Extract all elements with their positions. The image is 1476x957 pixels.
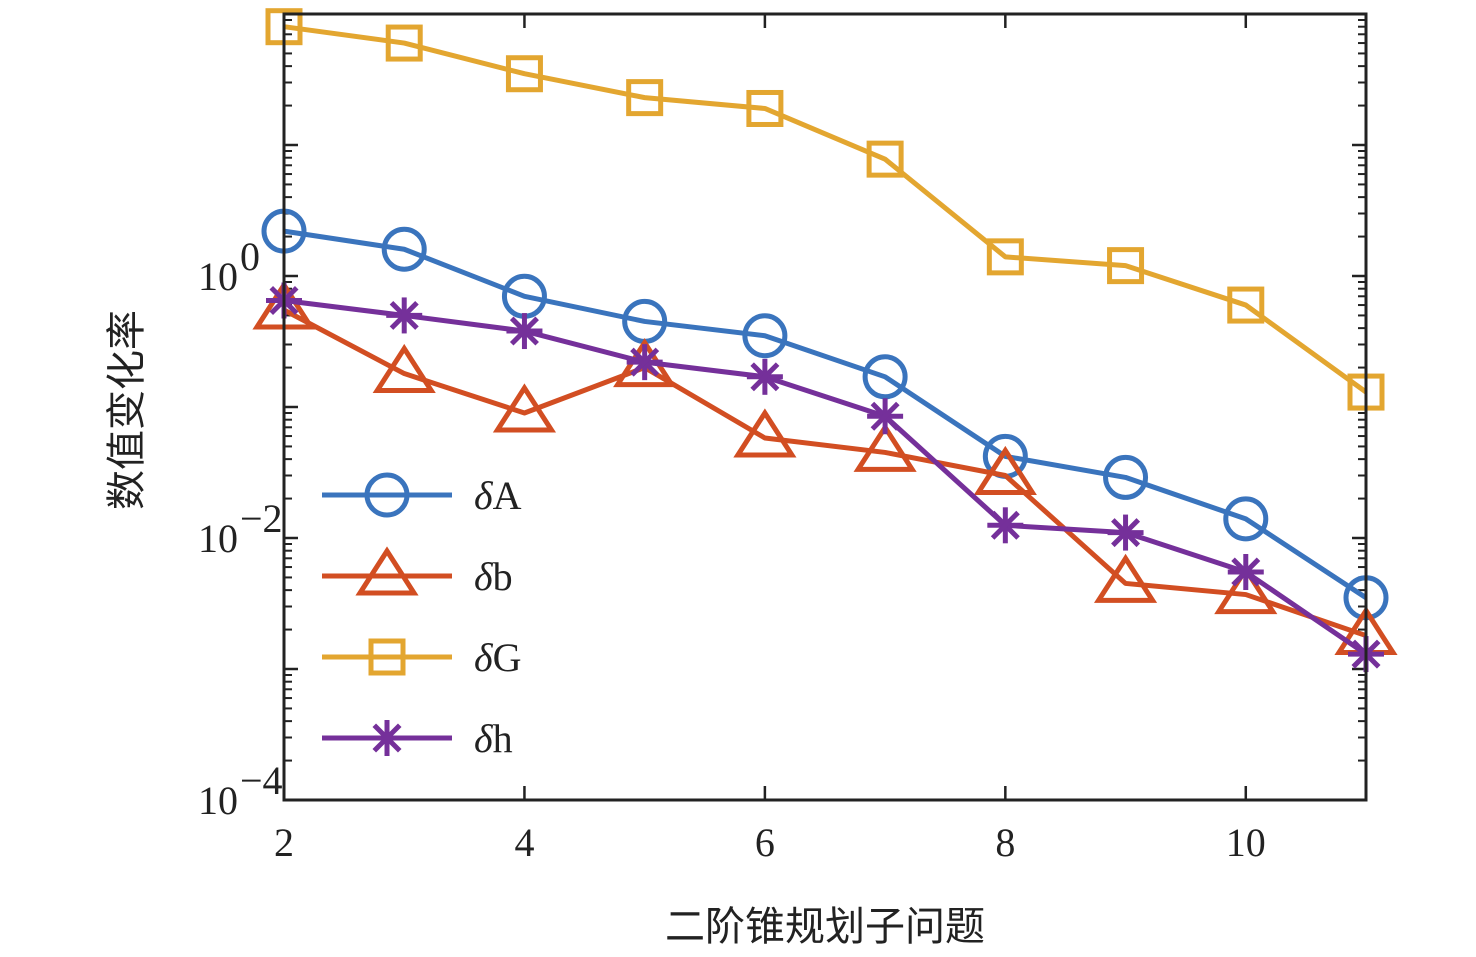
series-a-point	[862, 354, 908, 400]
legend-label-a: δA	[474, 473, 522, 518]
y-tick-exponent: 0	[240, 234, 260, 279]
asterisk-stroke	[389, 300, 419, 330]
x-tick-label: 6	[755, 820, 775, 865]
series-h-point	[506, 313, 543, 350]
series-b-point	[973, 445, 1037, 495]
series-g-point	[505, 55, 543, 93]
y-tick-label: 10 −2	[198, 496, 283, 561]
series-b-point	[492, 383, 557, 433]
legend-label-symbol: δ	[474, 716, 494, 761]
legend-label-suffix: G	[493, 635, 522, 680]
legend-marker-b	[355, 546, 419, 596]
y-tick-label: 10 0	[198, 234, 260, 299]
x-axis-title: 二阶锥规划子问题	[665, 904, 985, 950]
legend-label-h: δh	[474, 716, 513, 761]
x-tick-labels: 2 4 6 8 10	[274, 820, 1266, 865]
series-b-point	[1214, 564, 1278, 615]
legend-item-h: δh	[322, 716, 513, 761]
series-a-point	[742, 313, 788, 359]
series-h-point	[746, 358, 783, 395]
asterisk-stroke	[750, 362, 780, 392]
asterisk-stroke	[1231, 557, 1261, 587]
y-tick-exponent: −2	[240, 496, 283, 541]
y-tick-base: 10	[198, 254, 238, 299]
legend-item-a: δA	[322, 472, 522, 518]
asterisk-stroke	[630, 347, 660, 377]
series-g	[265, 8, 1385, 411]
series-h-point	[1107, 514, 1144, 551]
x-tick-label: 8	[995, 820, 1015, 865]
legend-marker-g	[368, 638, 406, 676]
y-axis-title: 数值变化率	[104, 310, 150, 510]
legend-label-suffix: h	[493, 716, 513, 761]
series-b-point	[733, 408, 797, 458]
series-b-point	[372, 343, 436, 394]
series-g-point	[866, 140, 904, 178]
y-tick-exponent: −4	[240, 758, 283, 803]
series-h-point	[1227, 554, 1264, 591]
series-b-line	[282, 307, 1367, 638]
asterisk-stroke	[509, 316, 539, 346]
asterisk-stroke	[372, 723, 402, 753]
y-tick-label: 10 −4	[198, 758, 283, 823]
series-h-point	[987, 507, 1024, 544]
series-g-point	[626, 79, 664, 117]
legend-item-g: δG	[322, 635, 521, 680]
legend-label-symbol: δ	[474, 473, 494, 518]
x-tick-label: 10	[1226, 820, 1266, 865]
series-g-point	[1107, 247, 1145, 285]
series-a-point	[1223, 496, 1269, 542]
series-b-point	[1093, 553, 1158, 603]
series-layer	[252, 8, 1398, 673]
series-g-point	[986, 238, 1024, 276]
legend-marker-a	[364, 472, 410, 518]
series-h	[266, 282, 1384, 673]
legend-label-g: δG	[474, 635, 521, 680]
legend-label-b: δb	[474, 554, 513, 599]
legend-label-suffix: b	[493, 554, 513, 599]
series-h-point	[626, 344, 663, 381]
series-b-point	[853, 422, 917, 472]
legend-label-symbol: δ	[474, 554, 494, 599]
legend-label-suffix: A	[493, 473, 522, 518]
asterisk-stroke	[990, 510, 1020, 540]
series-h-point	[867, 398, 904, 435]
asterisk-stroke	[870, 401, 900, 431]
legend-label-symbol: δ	[474, 635, 494, 680]
y-tick-base: 10	[198, 778, 238, 823]
legend-marker-h	[369, 720, 405, 756]
series-g-point	[1227, 286, 1265, 324]
x-tick-label: 4	[514, 820, 534, 865]
series-a-line	[283, 228, 1368, 600]
series-a-point	[381, 226, 427, 272]
series-a-point	[1103, 454, 1149, 500]
x-tick-label: 2	[274, 820, 294, 865]
legend-item-b: δb	[322, 546, 513, 599]
series-g-point	[385, 24, 423, 62]
plot-frame	[282, 12, 1368, 802]
series-g-point	[746, 89, 784, 127]
series-g-line	[283, 24, 1368, 395]
asterisk-stroke	[1111, 518, 1141, 548]
y-tick-base: 10	[198, 516, 238, 561]
series-h-point	[386, 297, 423, 334]
series-h-line	[283, 298, 1368, 657]
